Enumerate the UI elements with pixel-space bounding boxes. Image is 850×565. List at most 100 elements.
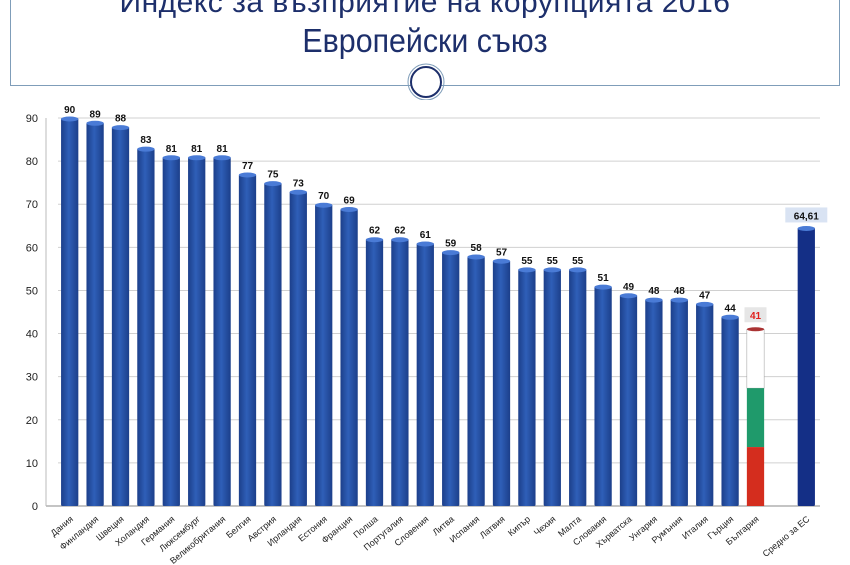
bar xyxy=(340,208,358,507)
bar xyxy=(137,148,155,506)
value-label: 89 xyxy=(90,109,102,120)
value-label: 49 xyxy=(623,282,635,293)
y-tick-label: 30 xyxy=(26,372,38,384)
ornament-circle-icon xyxy=(407,63,445,100)
value-label: 47 xyxy=(699,290,711,301)
value-label: 48 xyxy=(674,286,686,297)
bar-cap xyxy=(264,181,282,187)
bar xyxy=(467,255,485,506)
bar xyxy=(416,243,434,506)
chart-title: Индекс за възприятие на корупцията 2016 xyxy=(119,0,731,19)
value-label: 70 xyxy=(318,191,330,202)
bar xyxy=(442,251,460,506)
bar xyxy=(289,191,307,507)
bar xyxy=(619,294,638,506)
value-label: 51 xyxy=(598,273,610,284)
category-label: Латвия xyxy=(478,514,507,541)
bar-cap xyxy=(696,301,714,307)
bar xyxy=(391,238,409,506)
bar xyxy=(61,118,79,506)
bar-cap xyxy=(594,284,612,290)
bar-cap xyxy=(518,267,536,273)
value-label: 81 xyxy=(191,144,203,155)
bar xyxy=(238,174,257,507)
y-tick-label: 60 xyxy=(26,242,38,254)
average-label-box xyxy=(785,207,828,223)
bar xyxy=(315,204,333,506)
bar-cap xyxy=(289,189,307,195)
category-label: Италия xyxy=(680,514,710,541)
value-labels: 90 89 88 83 81 81 81 77 75 73 70 69 62 62 61 59 58 57 55 55… xyxy=(64,105,828,323)
bar-cap xyxy=(162,155,180,161)
bar-cap xyxy=(492,258,511,264)
category-label: Кипър xyxy=(506,514,532,538)
bar-cap xyxy=(416,241,434,247)
bar-cap xyxy=(797,225,815,231)
value-label: 55 xyxy=(521,256,533,267)
bar xyxy=(213,156,231,507)
bar-cap xyxy=(61,116,79,122)
bar-cap xyxy=(238,172,257,178)
value-label: 61 xyxy=(420,230,432,241)
bar-cap xyxy=(569,267,587,273)
highlight-label-box xyxy=(744,307,767,323)
value-label: 57 xyxy=(496,247,508,258)
bar-cap xyxy=(670,297,688,303)
y-tick-label: 50 xyxy=(26,285,38,297)
value-label: 48 xyxy=(648,286,660,297)
bar-cap xyxy=(340,207,358,213)
bar xyxy=(543,268,561,506)
value-label: 73 xyxy=(293,178,305,189)
bars xyxy=(61,116,815,507)
value-label: 81 xyxy=(217,144,229,155)
value-label: 62 xyxy=(394,226,406,237)
value-label: 88 xyxy=(115,114,127,125)
bar xyxy=(492,260,511,506)
bar-cap xyxy=(315,202,333,208)
bar xyxy=(797,227,815,506)
bar xyxy=(86,122,104,507)
bar-cap xyxy=(213,155,231,161)
category-label: Чехия xyxy=(532,514,558,538)
value-label: 55 xyxy=(547,256,559,267)
bar xyxy=(594,286,612,506)
y-tick-label: 40 xyxy=(26,329,38,341)
value-label: 44 xyxy=(725,303,737,314)
bar xyxy=(162,156,180,507)
value-label: 59 xyxy=(445,239,457,250)
bar-cap xyxy=(111,125,130,131)
bar-cap xyxy=(746,327,765,332)
y-tick-label: 20 xyxy=(26,415,38,427)
y-tick-label: 80 xyxy=(26,156,38,168)
value-label: 55 xyxy=(572,256,584,267)
bar-cap xyxy=(721,314,739,320)
bar xyxy=(670,299,688,506)
value-label: 81 xyxy=(166,144,178,155)
bar-cap xyxy=(86,120,104,126)
value-label: 83 xyxy=(140,135,152,146)
bar-cap xyxy=(188,155,206,161)
value-label: 90 xyxy=(64,105,76,116)
bar-cap xyxy=(543,267,561,273)
bar-bulgaria-green xyxy=(746,388,765,448)
bar-cap xyxy=(645,297,663,303)
category-labels: ДанияФинландияШвецияХоландияГерманияЛюкс… xyxy=(49,513,812,565)
y-tick-label: 0 xyxy=(32,501,38,513)
bar-bulgaria-red xyxy=(746,447,765,506)
value-label: 62 xyxy=(369,226,381,237)
bar xyxy=(365,238,384,506)
bar xyxy=(188,156,206,507)
value-label: 69 xyxy=(344,196,356,207)
y-tick-label: 90 xyxy=(26,113,38,125)
bar-cap xyxy=(467,254,485,260)
bar xyxy=(569,268,587,506)
bar-cap xyxy=(442,250,460,256)
value-label: 58 xyxy=(471,243,483,254)
bar-cap xyxy=(391,237,409,243)
value-label: 64,61 xyxy=(794,211,819,222)
category-label: Средно за ЕС xyxy=(761,514,812,559)
value-label: 41 xyxy=(750,311,762,322)
value-label: 75 xyxy=(267,170,279,181)
bar xyxy=(721,316,739,506)
y-tick-label: 10 xyxy=(26,458,38,470)
